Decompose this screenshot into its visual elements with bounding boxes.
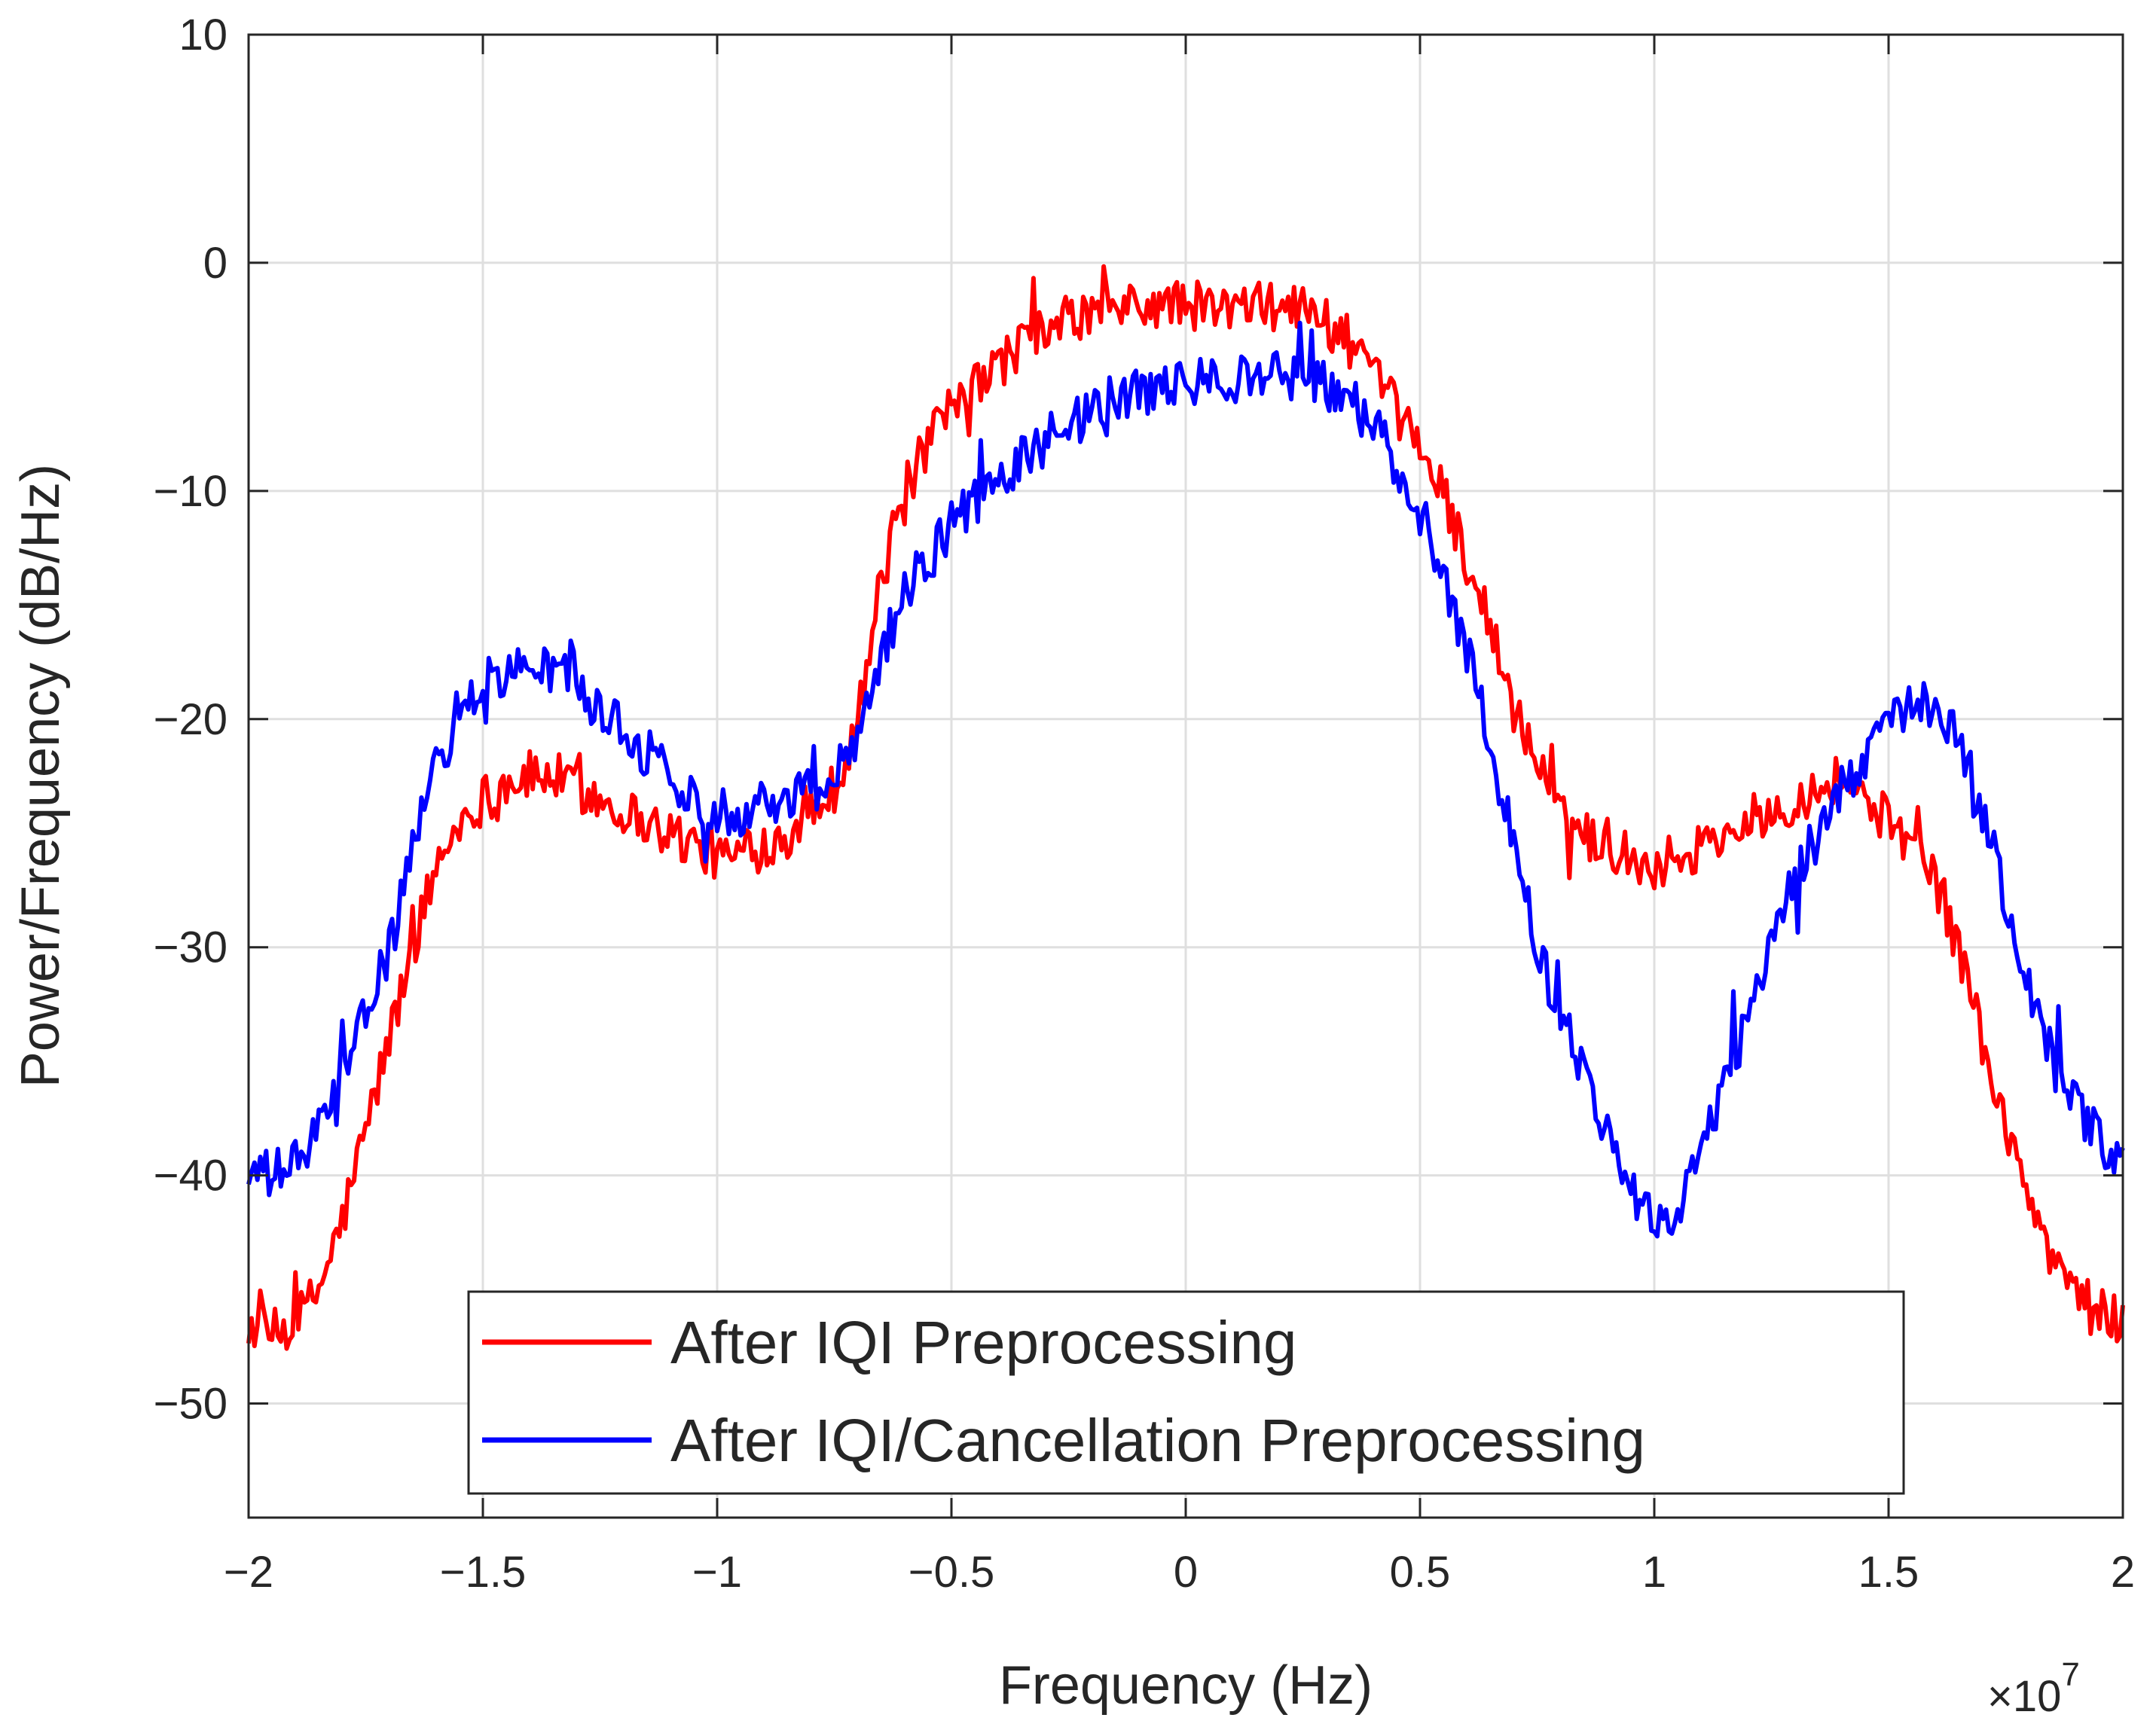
y-tick-label: −20 (154, 695, 228, 744)
x-tick-label: 1.5 (1858, 1548, 1919, 1597)
x-axis-label: Frequency (Hz) (999, 1655, 1373, 1716)
x-tick-label: −2 (224, 1548, 273, 1597)
series-line-iqi (246, 264, 2125, 1351)
x-tick-label: −0.5 (909, 1548, 995, 1597)
ticks (247, 33, 2124, 1518)
x-tick-label: −1.5 (440, 1548, 527, 1597)
y-tick-label: −10 (154, 467, 228, 516)
y-tick-label: 10 (179, 11, 228, 59)
x-multiplier-base: ×10 (1987, 1672, 2061, 1721)
legend-entry-iqi-cancellation: After IQI/Cancellation Preprocessing (670, 1407, 1645, 1474)
series-line-iqi-cancellation (246, 320, 2125, 1239)
series-layer (246, 264, 2125, 1351)
y-axis-label: Power/Frequency (dB/Hz) (11, 464, 71, 1088)
y-tick-label: 0 (203, 239, 228, 288)
legend: After IQI Preprocessing After IQI/Cancel… (467, 1290, 1905, 1495)
x-tick-label: −1 (692, 1548, 742, 1597)
y-tick-label: −40 (154, 1152, 228, 1201)
x-tick-label: 0.5 (1390, 1548, 1451, 1597)
x-tick-label: 0 (1174, 1548, 1198, 1597)
y-tick-label: −50 (154, 1380, 228, 1429)
y-tick-labels: 10 0 −10 −20 −30 −40 −50 (154, 11, 228, 1429)
y-tick-label: −30 (154, 923, 228, 972)
x-multiplier-exponent: 7 (2061, 1656, 2079, 1693)
x-tick-label: 1 (1642, 1548, 1666, 1597)
x-tick-labels: −2 −1.5 −1 −0.5 0 0.5 1 1.5 2 (224, 1548, 2135, 1597)
legend-box (467, 1290, 1905, 1495)
x-tick-label: 2 (2111, 1548, 2135, 1597)
legend-entry-iqi: After IQI Preprocessing (670, 1309, 1296, 1376)
x-axis-multiplier: ×107 (1987, 1656, 2080, 1721)
